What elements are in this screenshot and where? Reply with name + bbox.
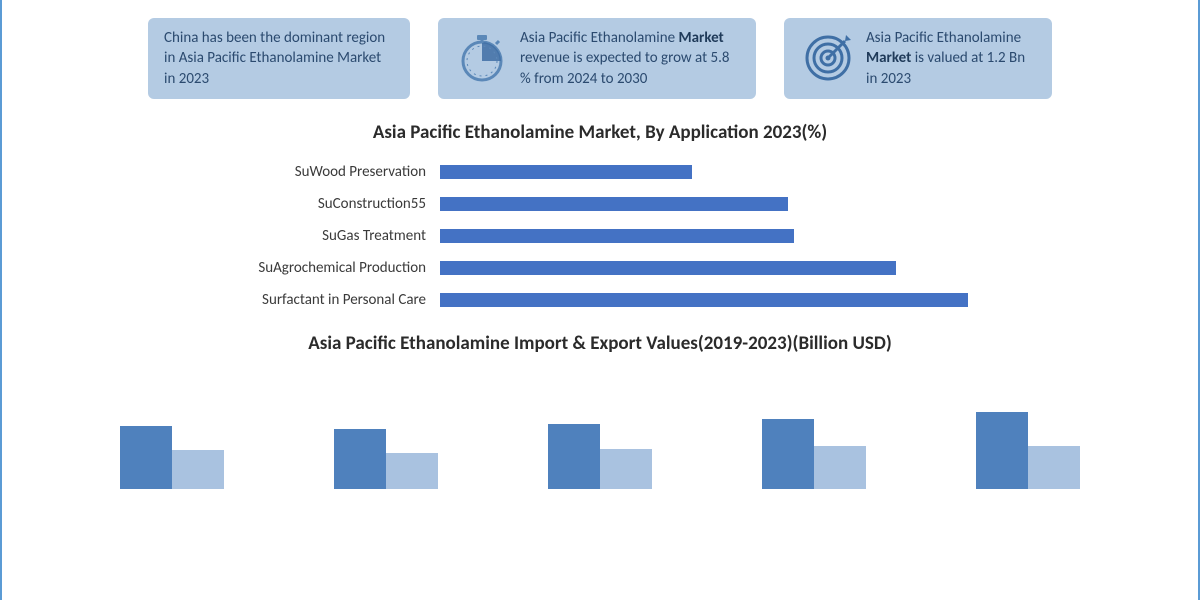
hbar-track <box>440 261 1040 275</box>
hbar-track <box>440 165 1040 179</box>
hbar-fill <box>440 197 788 211</box>
hbar-track <box>440 229 1040 243</box>
hbar-fill <box>440 293 968 307</box>
hbar-fill <box>440 261 896 275</box>
hbar-track <box>440 293 1040 307</box>
hbar-fill <box>440 229 794 243</box>
hbar-track <box>440 197 1040 211</box>
hbar-fill <box>440 165 692 179</box>
